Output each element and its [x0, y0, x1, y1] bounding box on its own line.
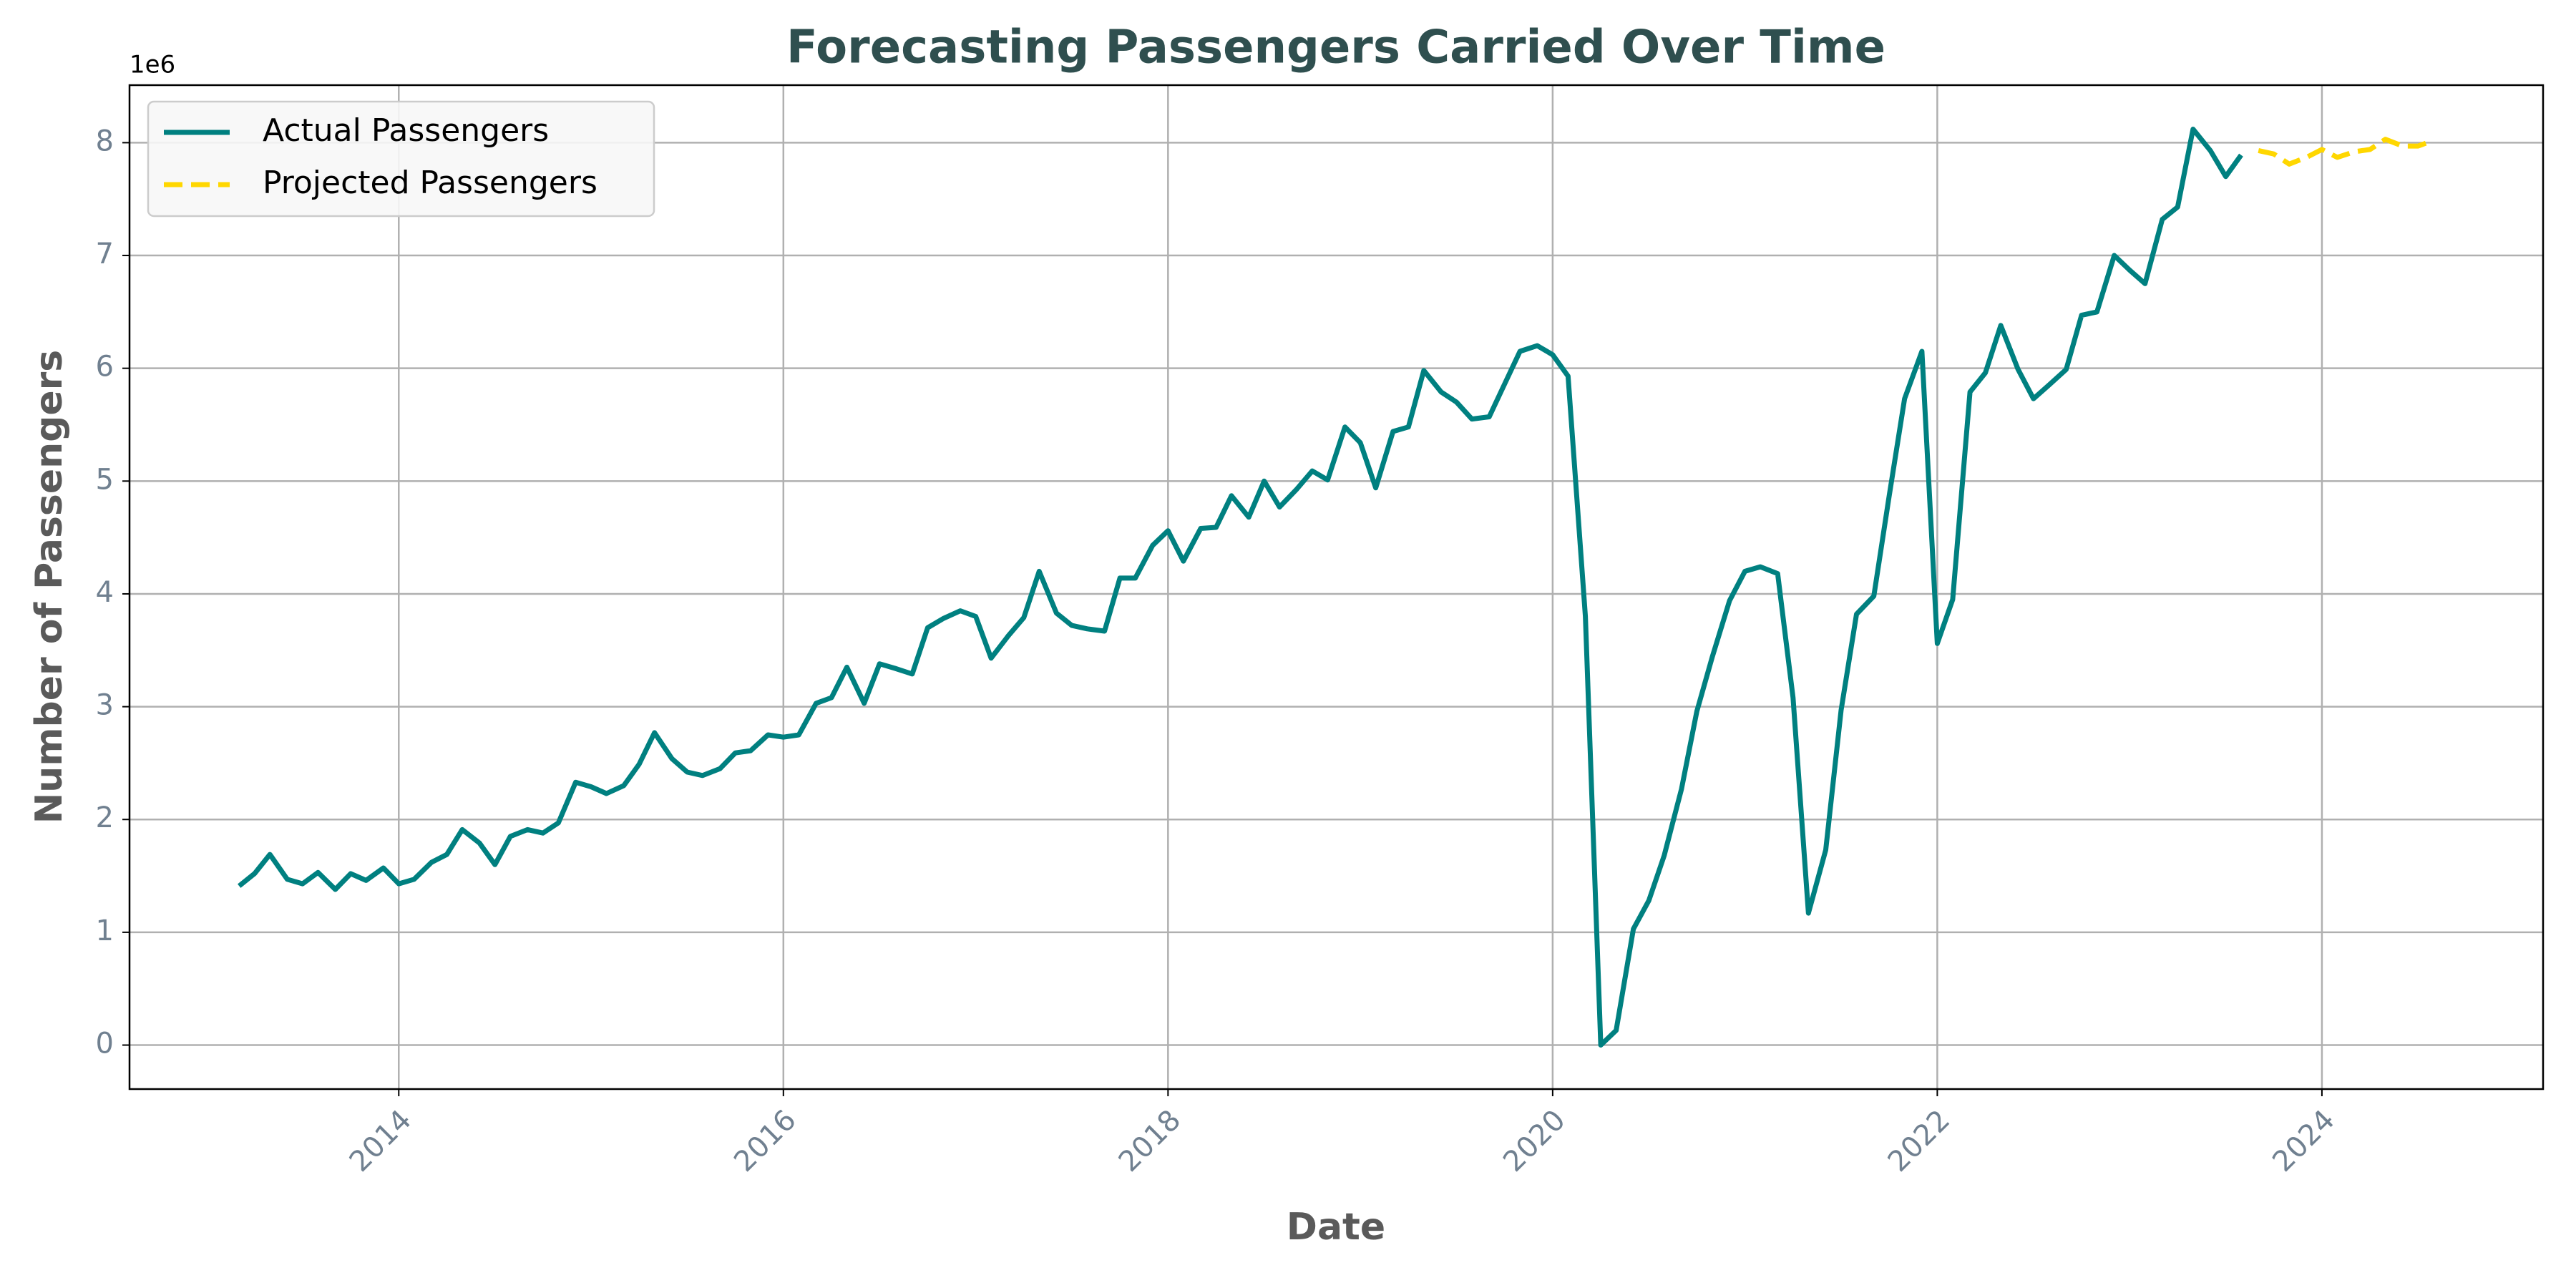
y-tick-label: 4 — [96, 576, 114, 609]
y-tick-label: 6 — [96, 351, 114, 384]
legend: Actual Passengers Projected Passengers — [147, 100, 655, 218]
plot-frame — [128, 84, 2545, 1091]
x-axis-label: Date — [1287, 1206, 1385, 1249]
legend-label: Actual Passengers — [263, 112, 549, 149]
y-tick-label: 3 — [96, 689, 114, 722]
y-tick-label: 7 — [96, 238, 114, 270]
legend-label: Projected Passengers — [263, 165, 597, 201]
legend-box — [147, 100, 655, 218]
y-axis-label: Number of Passengers — [28, 350, 71, 824]
data-line — [238, 127, 2243, 1048]
data-line — [2258, 137, 2435, 167]
y-tick-label: 0 — [96, 1028, 114, 1060]
y-tick-label: 5 — [96, 463, 114, 496]
chart-title: Forecasting Passengers Carried Over Time — [786, 21, 1885, 74]
y-tick-label: 8 — [96, 125, 114, 157]
y-offset-label: 1e6 — [130, 51, 175, 79]
plot-lines — [238, 127, 2435, 1048]
y-tick-label: 2 — [96, 801, 114, 834]
y-tick-label: 1 — [96, 914, 114, 947]
